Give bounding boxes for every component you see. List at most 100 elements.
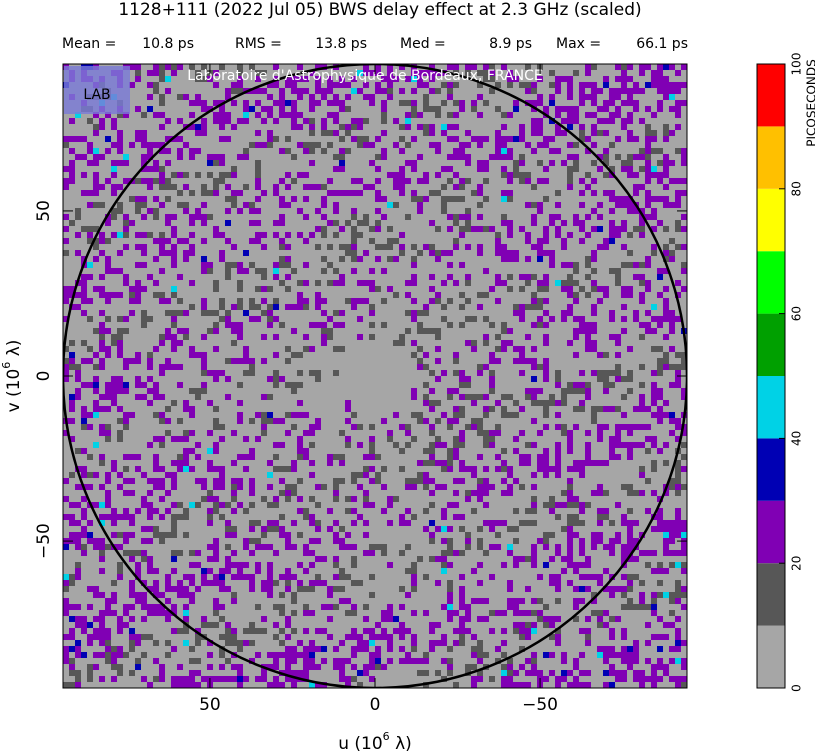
map-cell [225, 586, 231, 592]
map-cell [147, 352, 153, 358]
map-cell [399, 136, 405, 142]
map-cell [105, 544, 111, 550]
map-cell [225, 262, 231, 268]
map-cell [363, 142, 369, 148]
map-cell [411, 190, 417, 196]
map-cell [435, 580, 441, 586]
map-cell [267, 526, 273, 532]
map-cell [165, 178, 171, 184]
map-cell [303, 148, 309, 154]
map-cell [435, 640, 441, 646]
map-cell [249, 358, 255, 364]
map-cell [621, 82, 627, 88]
map-cell [285, 202, 291, 208]
map-cell [387, 520, 393, 526]
map-cell [243, 562, 249, 568]
map-cell [417, 670, 423, 676]
map-cell [255, 316, 261, 322]
map-cell [231, 244, 237, 250]
map-cell [645, 148, 651, 154]
map-cell [597, 286, 603, 292]
map-cell [603, 424, 609, 430]
map-cell [309, 346, 315, 352]
map-cell [543, 340, 549, 346]
map-cell [141, 178, 147, 184]
map-cell [657, 634, 663, 640]
map-cell [435, 328, 441, 334]
map-cell [663, 316, 669, 322]
map-cell [315, 184, 321, 190]
map-cell [423, 574, 429, 580]
map-cell [87, 676, 93, 682]
map-cell [231, 202, 237, 208]
map-cell [567, 388, 573, 394]
map-cell [483, 652, 489, 658]
map-cell [177, 154, 183, 160]
map-cell [327, 142, 333, 148]
map-cell [525, 304, 531, 310]
map-cell [399, 250, 405, 256]
map-cell [369, 436, 375, 442]
map-cell [369, 634, 375, 640]
map-cell [279, 220, 285, 226]
map-cell [471, 64, 477, 70]
map-cell [471, 646, 477, 652]
map-cell [555, 76, 561, 82]
map-cell [93, 202, 99, 208]
map-cell [567, 286, 573, 292]
map-cell [477, 640, 483, 646]
map-cell [183, 586, 189, 592]
map-cell [567, 478, 573, 484]
map-cell [243, 436, 249, 442]
map-cell [243, 574, 249, 580]
map-cell [117, 670, 123, 676]
map-cell [495, 358, 501, 364]
map-cell [375, 196, 381, 202]
map-cell [339, 226, 345, 232]
map-cell [681, 160, 687, 166]
map-cell [513, 478, 519, 484]
map-cell [345, 682, 351, 688]
map-cell [267, 652, 273, 658]
map-cell [351, 298, 357, 304]
map-cell [597, 376, 603, 382]
map-cell [537, 250, 543, 256]
map-cell [615, 274, 621, 280]
map-cell [543, 472, 549, 478]
map-cell [183, 604, 189, 610]
map-cell [567, 118, 573, 124]
map-cell [435, 376, 441, 382]
map-cell [201, 574, 207, 580]
map-cell [609, 334, 615, 340]
map-cell [105, 292, 111, 298]
map-cell [141, 538, 147, 544]
map-cell [483, 340, 489, 346]
map-cell [255, 232, 261, 238]
map-cell [399, 424, 405, 430]
map-cell [111, 184, 117, 190]
map-cell [93, 130, 99, 136]
map-cell [111, 382, 117, 388]
map-cell [567, 484, 573, 490]
map-cell [675, 364, 681, 370]
map-cell [351, 268, 357, 274]
map-cell [195, 682, 201, 688]
map-cell [681, 532, 687, 538]
map-cell [273, 634, 279, 640]
map-cell [525, 172, 531, 178]
map-cell [549, 250, 555, 256]
map-cell [639, 280, 645, 286]
map-cell [141, 286, 147, 292]
map-cell [165, 76, 171, 82]
map-cell [483, 520, 489, 526]
map-cell [207, 76, 213, 82]
map-cell [399, 124, 405, 130]
map-cell [663, 268, 669, 274]
map-cell [315, 292, 321, 298]
map-cell [345, 124, 351, 130]
map-cell [111, 292, 117, 298]
map-cell [123, 550, 129, 556]
map-cell [309, 442, 315, 448]
map-cell [597, 424, 603, 430]
map-cell [537, 130, 543, 136]
